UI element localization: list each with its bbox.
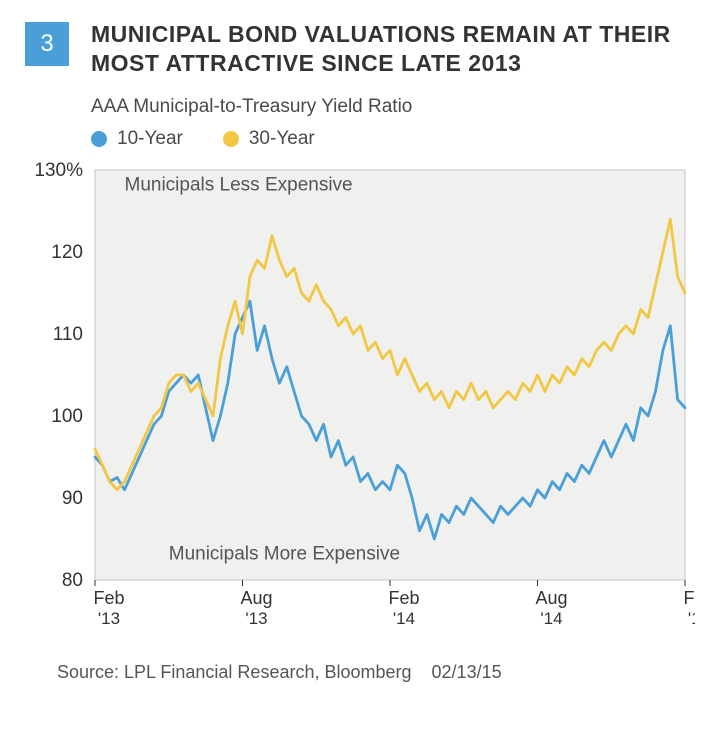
svg-text:130%: 130%	[34, 160, 83, 181]
legend-item-30yr: 30-Year	[223, 128, 315, 150]
figure-header: 3 MUNICIPAL BOND VALUATIONS REMAIN AT TH…	[25, 20, 695, 78]
svg-text:Feb: Feb	[683, 588, 695, 608]
svg-text:'13: '13	[245, 609, 267, 628]
svg-text:Aug: Aug	[535, 588, 567, 608]
source-text: Source: LPL Financial Research, Bloomber…	[57, 662, 412, 682]
svg-text:Feb: Feb	[93, 588, 124, 608]
figure-number-badge: 3	[25, 22, 69, 66]
figure-title: MUNICIPAL BOND VALUATIONS REMAIN AT THEI…	[91, 20, 695, 78]
source-date: 02/13/15	[432, 662, 502, 682]
svg-text:90: 90	[62, 488, 83, 509]
legend-block: AAA Municipal-to-Treasury Yield Ratio 10…	[91, 96, 695, 150]
source-line: Source: LPL Financial Research, Bloomber…	[57, 662, 695, 683]
svg-text:100: 100	[51, 406, 83, 427]
svg-text:'13: '13	[98, 609, 120, 628]
chart-svg: 8090100110120130%Feb'13Aug'13Feb'14Aug'1…	[25, 160, 695, 640]
svg-text:Municipals More Expensive: Municipals More Expensive	[169, 543, 400, 564]
legend-label-30yr: 30-Year	[249, 128, 315, 150]
svg-text:'15: '15	[688, 609, 695, 628]
legend-dot-10yr	[91, 131, 107, 147]
svg-text:120: 120	[51, 242, 83, 263]
svg-text:80: 80	[62, 570, 83, 591]
legend-dot-30yr	[223, 131, 239, 147]
svg-text:110: 110	[53, 324, 83, 345]
legend-label-10yr: 10-Year	[117, 128, 183, 150]
svg-text:'14: '14	[393, 609, 415, 628]
legend: 10-Year 30-Year	[91, 128, 695, 150]
svg-text:Aug: Aug	[240, 588, 272, 608]
svg-text:Feb: Feb	[388, 588, 419, 608]
legend-item-10yr: 10-Year	[91, 128, 183, 150]
chart-subtitle: AAA Municipal-to-Treasury Yield Ratio	[91, 96, 695, 118]
svg-text:Municipals Less Expensive: Municipals Less Expensive	[125, 174, 353, 195]
chart: 8090100110120130%Feb'13Aug'13Feb'14Aug'1…	[25, 160, 695, 640]
figure-number: 3	[40, 30, 53, 58]
svg-text:'14: '14	[540, 609, 562, 628]
